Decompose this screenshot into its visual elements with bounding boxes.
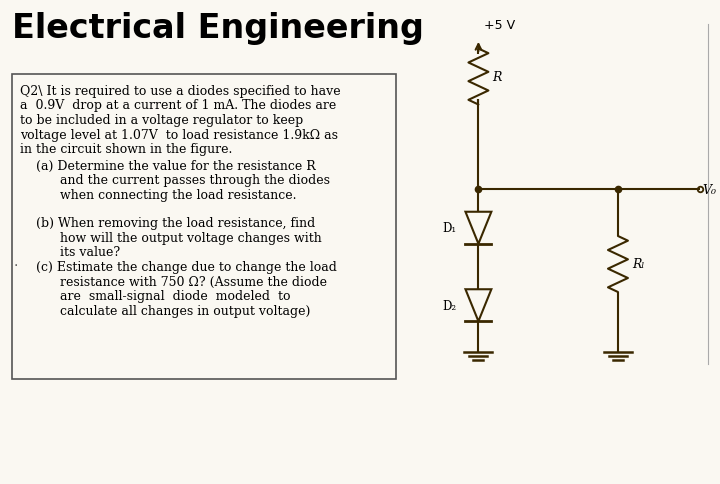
Text: R: R (492, 71, 502, 84)
Text: Q2\ It is required to use a diodes specified to have: Q2\ It is required to use a diodes speci… (20, 85, 341, 98)
Text: Electrical Engineering: Electrical Engineering (12, 12, 424, 45)
Text: D₁: D₁ (442, 222, 456, 235)
Text: calculate all changes in output voltage): calculate all changes in output voltage) (20, 304, 310, 317)
Text: (b) When removing the load resistance, find: (b) When removing the load resistance, f… (20, 217, 315, 230)
Text: (c) Estimate the change due to change the load: (c) Estimate the change due to change th… (20, 260, 337, 273)
Text: V₀: V₀ (703, 183, 716, 196)
Text: Rₗ: Rₗ (632, 258, 644, 271)
Text: D₂: D₂ (442, 299, 456, 312)
Text: when connecting the load resistance.: when connecting the load resistance. (20, 188, 297, 201)
FancyBboxPatch shape (12, 75, 396, 379)
Text: are  small-signal  diode  modeled  to: are small-signal diode modeled to (20, 289, 290, 302)
Text: voltage level at 1.07V  to load resistance 1.9kΩ as: voltage level at 1.07V to load resistanc… (20, 128, 338, 141)
Text: (a) Determine the value for the resistance R: (a) Determine the value for the resistan… (20, 159, 315, 172)
Text: in the circuit shown in the figure.: in the circuit shown in the figure. (20, 143, 233, 156)
Text: to be included in a voltage regulator to keep: to be included in a voltage regulator to… (20, 114, 303, 127)
Text: a  0.9V  drop at a current of 1 mA. The diodes are: a 0.9V drop at a current of 1 mA. The di… (20, 99, 336, 112)
Text: .: . (14, 254, 18, 268)
Text: +5 V: +5 V (485, 19, 516, 32)
Text: how will the output voltage changes with: how will the output voltage changes with (20, 231, 322, 244)
Text: its value?: its value? (20, 246, 120, 259)
Text: and the current passes through the diodes: and the current passes through the diode… (20, 174, 330, 187)
Text: resistance with 750 Ω? (Assume the diode: resistance with 750 Ω? (Assume the diode (20, 275, 327, 288)
